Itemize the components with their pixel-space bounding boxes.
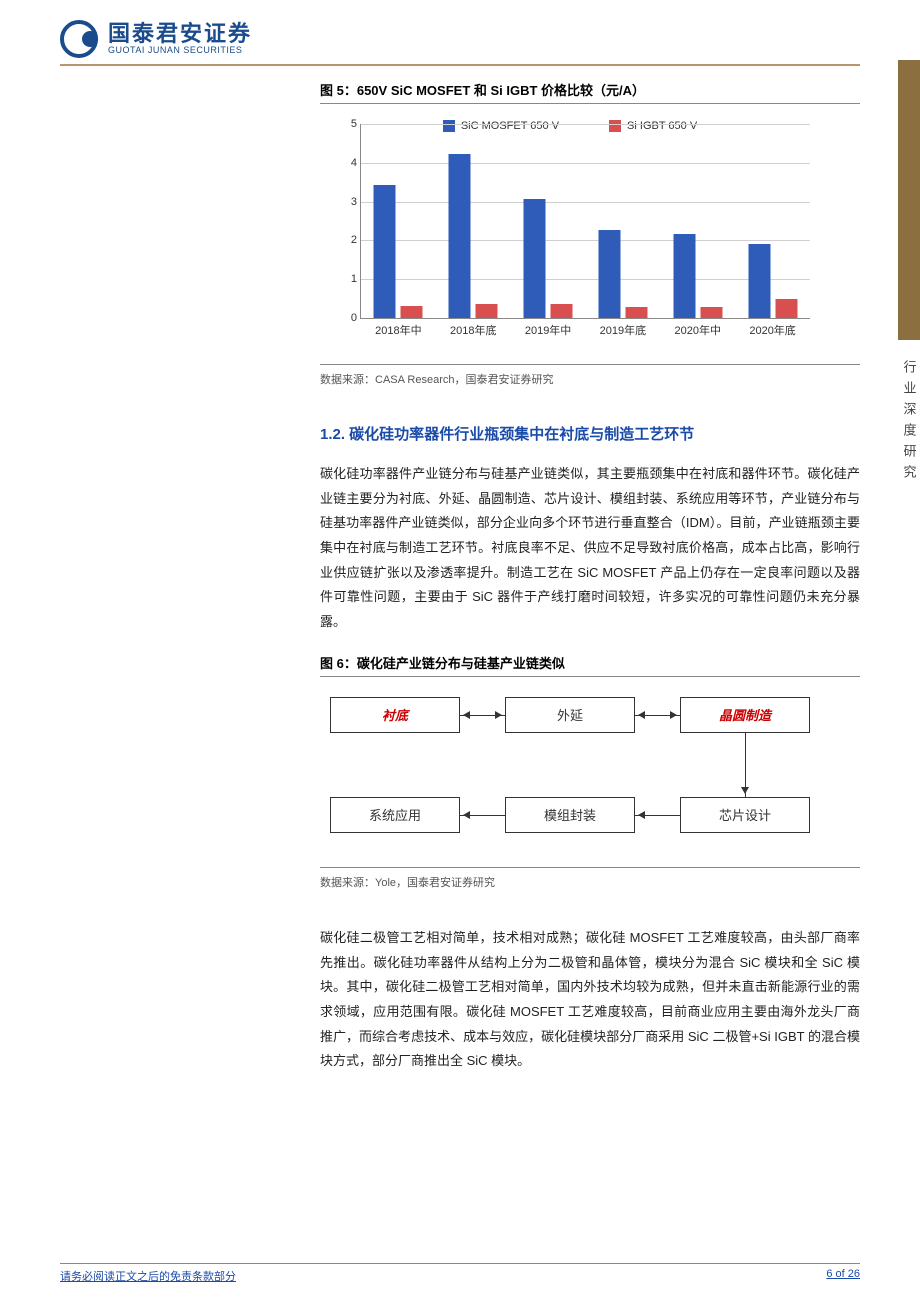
main-content: 图 5：650V SiC MOSFET 和 Si IGBT 价格比较（元/A） … (320, 80, 860, 1074)
side-stripe: 行业深度研究 (898, 60, 920, 1302)
paragraph-2: 碳化硅二极管工艺相对简单，技术相对成熟；碳化硅 MOSFET 工艺难度较高，由头… (320, 926, 860, 1074)
bar-group (598, 230, 647, 318)
flow-node-n4: 系统应用 (330, 797, 460, 833)
logo-icon (60, 20, 98, 58)
bar-si (700, 307, 722, 318)
side-stripe-text: 行业深度研究 (898, 340, 920, 1302)
y-tick-label: 2 (339, 234, 357, 246)
section-1-2-paragraph: 碳化硅功率器件产业链分布与硅基产业链类似，其主要瓶颈集中在衬底和器件环节。碳化硅… (320, 462, 860, 635)
flow-node-n3: 晶圆制造 (680, 697, 810, 733)
logo-text: 国泰君安证券 GUOTAI JUNAN SECURITIES (108, 22, 252, 56)
flow-node-n1: 衬底 (330, 697, 460, 733)
bar-group (449, 154, 498, 318)
x-tick-label: 2020年底 (749, 322, 795, 338)
flow-arrow (460, 815, 505, 816)
flow-arrow (745, 733, 746, 797)
x-tick-label: 2020年中 (675, 322, 721, 338)
bar-si (775, 299, 797, 319)
bar-si (401, 306, 423, 318)
figure-5-source: 数据来源：CASA Research，国泰君安证券研究 (320, 364, 860, 387)
y-tick-label: 4 (339, 157, 357, 169)
figure-5-title: 图 5：650V SiC MOSFET 和 Si IGBT 价格比较（元/A） (320, 80, 860, 104)
bar-sic (449, 154, 471, 318)
x-tick-label: 2019年中 (525, 322, 571, 338)
bar-si (476, 304, 498, 318)
y-tick-label: 0 (339, 312, 357, 324)
figure-6-source: 数据来源：Yole，国泰君安证券研究 (320, 867, 860, 890)
side-stripe-color (898, 60, 920, 340)
y-tick-label: 5 (339, 118, 357, 130)
gridline (361, 279, 810, 280)
chart-plot-area: 0123452018年中2018年底2019年中2019年底2020年中2020… (360, 124, 810, 319)
gridline (361, 240, 810, 241)
x-tick-label: 2019年底 (600, 322, 646, 338)
y-tick-label: 1 (339, 273, 357, 285)
bar-sic (524, 199, 546, 318)
page-header: 国泰君安证券 GUOTAI JUNAN SECURITIES (60, 20, 860, 66)
bar-sic (748, 244, 770, 318)
x-tick-label: 2018年底 (450, 322, 496, 338)
flow-arrow (635, 815, 680, 816)
flow-node-n6: 芯片设计 (680, 797, 810, 833)
figure-6-title: 图 6：碳化硅产业链分布与硅基产业链类似 (320, 653, 860, 677)
flow-node-n2: 外延 (505, 697, 635, 733)
section-1-2-heading: 1.2. 碳化硅功率器件行业瓶颈集中在衬底与制造工艺环节 (320, 423, 860, 444)
figure-6-flowchart: 衬底 外延 晶圆制造系统应用 模组封装 芯片设计 (320, 687, 820, 847)
gridline (361, 124, 810, 125)
y-tick-label: 3 (339, 196, 357, 208)
bar-si (551, 304, 573, 318)
bar-si (625, 307, 647, 318)
bar-sic (598, 230, 620, 318)
footer-disclaimer: 请务必阅读正文之后的免责条款部分 (60, 1268, 236, 1284)
footer-page-number: 6 of 26 (826, 1268, 860, 1284)
bar-sic (673, 234, 695, 318)
logo-cn: 国泰君安证券 (108, 22, 252, 46)
bar-group (673, 234, 722, 318)
bar-group (748, 244, 797, 318)
flow-arrow (635, 715, 680, 716)
figure-5-chart: SiC MOSFET 650 V Si IGBT 650 V 012345201… (320, 114, 820, 344)
logo-en: GUOTAI JUNAN SECURITIES (108, 46, 252, 56)
flow-arrow (460, 715, 505, 716)
bar-sic (374, 185, 396, 318)
gridline (361, 202, 810, 203)
bar-group (524, 199, 573, 318)
page-footer: 请务必阅读正文之后的免责条款部分 6 of 26 (60, 1263, 860, 1284)
x-tick-label: 2018年中 (375, 322, 421, 338)
bar-group (374, 185, 423, 318)
gridline (361, 163, 810, 164)
flow-node-n5: 模组封装 (505, 797, 635, 833)
